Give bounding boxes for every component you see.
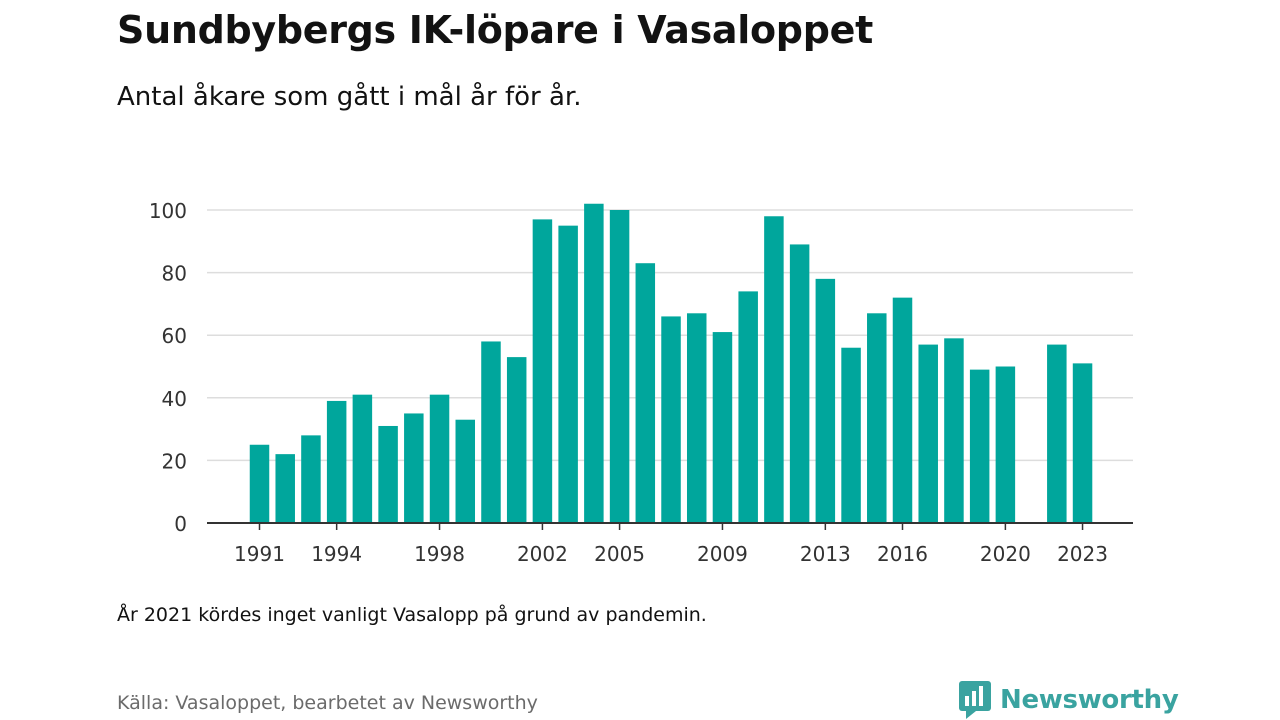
- x-tick-label: 2009: [697, 542, 748, 566]
- bar: [301, 435, 321, 523]
- bar: [558, 225, 578, 523]
- bar: [892, 297, 913, 523]
- bar: [661, 316, 681, 523]
- bar: [712, 332, 733, 523]
- bar: [455, 419, 476, 523]
- y-axis-ticks: 0 20 40 60 80 100: [149, 199, 187, 536]
- bar: [609, 210, 630, 523]
- y-tick-label: 20: [162, 449, 187, 473]
- y-tick-label: 60: [162, 324, 187, 348]
- bar: [789, 244, 810, 523]
- bar: [352, 394, 373, 523]
- bar: [686, 313, 707, 523]
- x-tick-label: 1998: [414, 542, 465, 566]
- brand-logo: Newsworthy: [958, 680, 1179, 720]
- chart-title: Sundbybergs IK-löpare i Vasaloppet: [117, 8, 873, 52]
- bar: [1072, 363, 1093, 523]
- x-axis-ticks: 1991 1994 1998 2002 2005 2009 2013 2016 2020 2023: [234, 523, 1108, 566]
- newsworthy-logo-icon: [959, 681, 991, 719]
- bar: [249, 444, 270, 523]
- chart-subtitle: Antal åkare som gått i mål år för år.: [117, 82, 582, 112]
- brand-name: Newsworthy: [1000, 685, 1179, 715]
- bar: [429, 394, 450, 523]
- bar: [995, 366, 1016, 523]
- bar: [532, 219, 553, 523]
- bar: [918, 344, 938, 523]
- x-tick-label: 2002: [517, 542, 568, 566]
- bar: [969, 369, 990, 523]
- bar-chart: 0 20 40 60 80 100 1991 1994 1998 2002 2005 2009 201…: [149, 199, 1133, 566]
- x-tick-label: 2005: [594, 542, 645, 566]
- y-tick-label: 40: [162, 387, 187, 411]
- y-tick-label: 100: [149, 199, 187, 223]
- x-tick-label: 1994: [311, 542, 362, 566]
- bar: [1047, 344, 1067, 523]
- bar: [506, 357, 527, 523]
- chart-note: År 2021 kördes inget vanligt Vasalopp på…: [117, 604, 707, 626]
- x-tick-label: 2013: [800, 542, 851, 566]
- bar: [635, 263, 656, 523]
- bar: [584, 203, 604, 524]
- bars: [249, 203, 1093, 524]
- bar: [944, 338, 964, 523]
- bar: [404, 413, 424, 523]
- bar: [867, 313, 887, 523]
- bar: [275, 454, 295, 523]
- bar: [378, 425, 398, 523]
- x-tick-label: 2016: [877, 542, 928, 566]
- bar: [841, 347, 861, 523]
- bar: [738, 291, 758, 523]
- y-tick-label: 0: [174, 512, 187, 536]
- bar: [764, 216, 784, 523]
- bar: [326, 400, 347, 523]
- x-tick-label: 2023: [1057, 542, 1108, 566]
- bar: [815, 278, 836, 523]
- x-tick-label: 2020: [980, 542, 1031, 566]
- source-text: Källa: Vasaloppet, bearbetet av Newswort…: [117, 692, 538, 714]
- y-tick-label: 80: [162, 262, 187, 286]
- x-tick-label: 1991: [234, 542, 285, 566]
- bar: [481, 341, 501, 523]
